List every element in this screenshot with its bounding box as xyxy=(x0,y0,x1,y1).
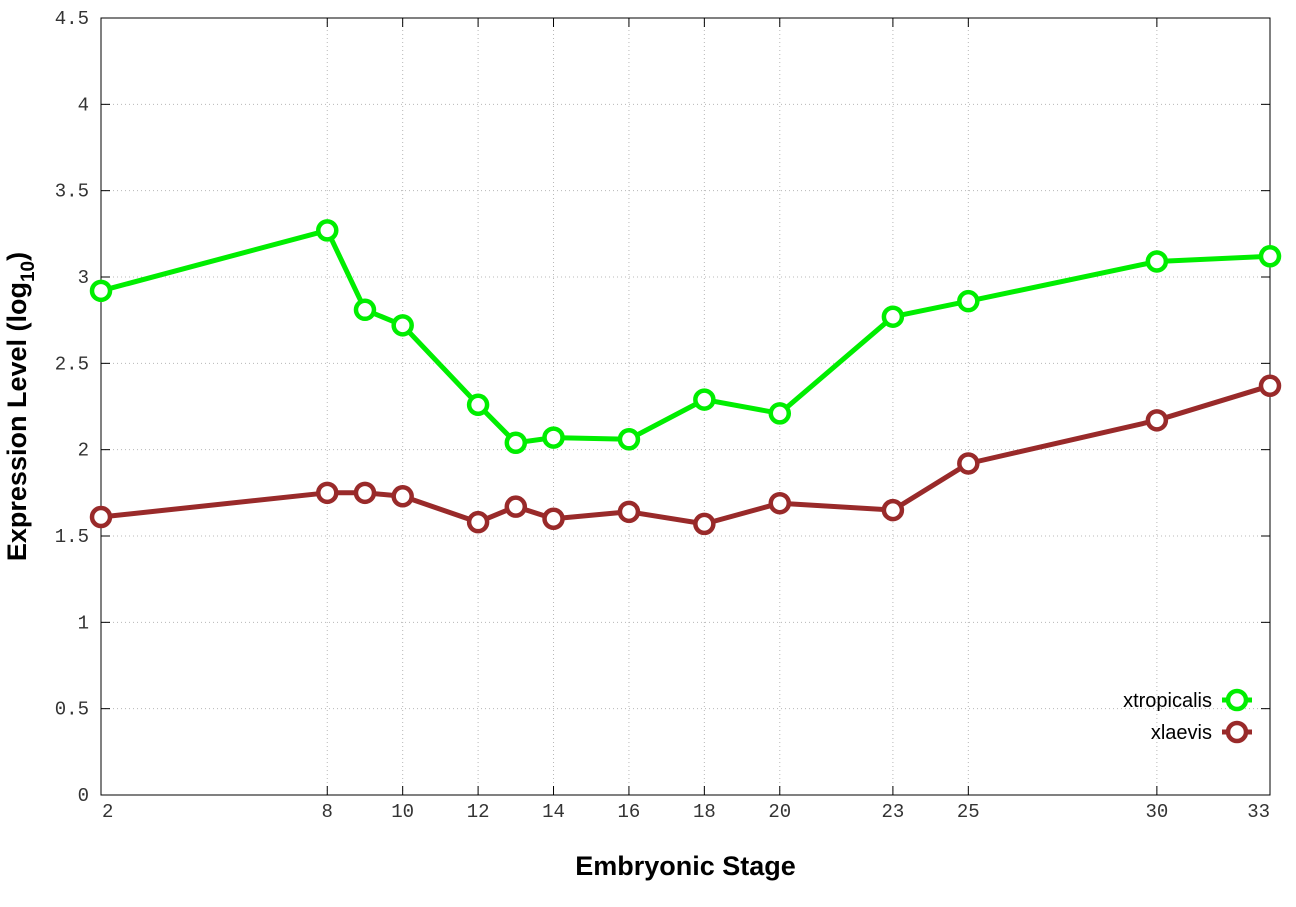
data-point-xtropicalis xyxy=(693,388,716,411)
x-tick-label: 8 xyxy=(322,801,333,823)
y-tick-label: 4.5 xyxy=(55,8,89,30)
x-tick-label: 18 xyxy=(693,801,716,823)
data-point-xtropicalis xyxy=(353,298,377,322)
x-tick-label: 23 xyxy=(881,801,904,823)
x-tick-label: 20 xyxy=(768,801,791,823)
data-point-xlaevis xyxy=(617,500,641,524)
data-point-xlaevis xyxy=(504,495,528,518)
x-tick-label: 30 xyxy=(1145,801,1168,823)
y-tick-label: 1 xyxy=(78,612,89,634)
y-axis-title: Expression Level (log10) xyxy=(2,252,39,561)
data-point-xtropicalis xyxy=(1145,250,1169,273)
x-tick-label: 14 xyxy=(542,801,565,823)
y-tick-label: 3.5 xyxy=(55,181,89,203)
data-point-xlaevis xyxy=(1145,409,1169,432)
legend-swatch-marker-xlaevis xyxy=(1225,720,1249,744)
series-xtropicalis xyxy=(89,219,1282,455)
data-point-xtropicalis xyxy=(89,279,113,303)
data-point-xtropicalis xyxy=(768,402,792,425)
data-point-xlaevis xyxy=(316,481,339,505)
x-tick-label: 33 xyxy=(1247,801,1270,823)
x-axis-title: Embryonic Stage xyxy=(575,851,796,881)
series-xlaevis xyxy=(89,374,1282,536)
data-point-xlaevis xyxy=(693,512,716,536)
y-tick-label: 0.5 xyxy=(55,699,89,721)
data-point-xlaevis xyxy=(768,491,792,515)
plot-frame xyxy=(100,17,1271,796)
y-axis-title-main: Expression Level (log xyxy=(2,282,32,561)
x-tick-label: 16 xyxy=(618,801,641,823)
data-point-xtropicalis xyxy=(391,314,414,337)
data-point-xtropicalis xyxy=(957,289,980,313)
data-point-xtropicalis xyxy=(881,305,905,328)
y-tick-label: 2.5 xyxy=(55,353,89,375)
x-tick-label: 25 xyxy=(957,801,980,823)
y-axis-title-close: ) xyxy=(2,252,32,261)
data-point-xlaevis xyxy=(542,507,565,530)
data-point-xlaevis xyxy=(353,481,377,505)
data-point-xtropicalis xyxy=(542,426,565,449)
data-point-xlaevis xyxy=(881,498,905,522)
y-tick-label: 0 xyxy=(78,785,89,807)
data-point-xlaevis xyxy=(466,510,490,534)
data-point-xtropicalis xyxy=(617,428,641,451)
data-point-xlaevis xyxy=(391,485,414,508)
data-point-xlaevis xyxy=(957,452,980,475)
legend-swatch-marker-xtropicalis xyxy=(1225,688,1249,712)
y-axis-title-subscript: 10 xyxy=(18,261,39,282)
y-tick-label: 1.5 xyxy=(55,526,89,548)
series-layer xyxy=(89,219,1282,536)
legend-label-xtropicalis: xtropicalis xyxy=(1123,690,1212,712)
legend-label-xlaevis: xlaevis xyxy=(1151,722,1212,744)
data-point-xlaevis xyxy=(1258,374,1282,398)
data-point-xlaevis xyxy=(89,505,113,529)
y-tick-label: 2 xyxy=(78,440,89,462)
data-point-xtropicalis xyxy=(316,219,339,242)
data-point-xtropicalis xyxy=(504,431,528,455)
x-tick-label: 12 xyxy=(467,801,490,823)
data-point-xtropicalis xyxy=(466,393,490,417)
axis-ticks: 0 0.5 1 1.5 2 2.5 3 3.5 4 4.5 2 8 10 12 14 16 18 20 23 25 30… xyxy=(55,8,1271,823)
y-tick-label: 3 xyxy=(78,267,89,289)
x-tick-label: 2 xyxy=(102,801,113,823)
y-tick-label: 4 xyxy=(78,94,89,116)
data-point-xtropicalis xyxy=(1258,245,1282,268)
legend: xtropicalis xlaevis xyxy=(1123,688,1252,744)
x-tick-label: 10 xyxy=(391,801,414,823)
